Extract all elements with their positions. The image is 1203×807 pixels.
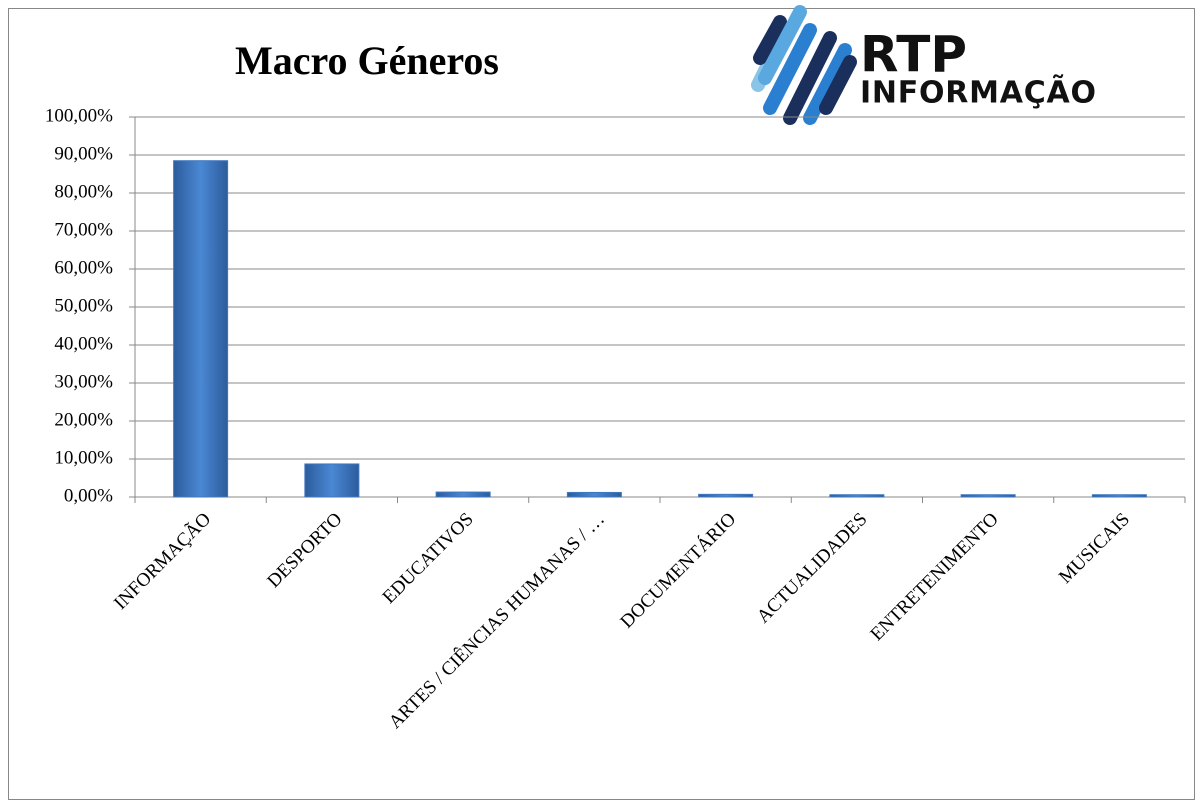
- y-tick-label: 80,00%: [54, 181, 113, 202]
- logo: RTP INFORMAÇÃO: [751, 5, 1096, 125]
- y-tick-label: 50,00%: [54, 295, 113, 316]
- y-tick-label: 10,00%: [54, 447, 113, 468]
- bar: [435, 491, 491, 498]
- chart-title: Macro Géneros: [235, 38, 499, 83]
- bar: [829, 494, 885, 498]
- y-tick-label: 60,00%: [54, 257, 113, 278]
- bar: [1091, 494, 1147, 498]
- y-tick-label: 40,00%: [54, 333, 113, 354]
- y-tick-label: 20,00%: [54, 409, 113, 430]
- logo-text: RTP: [860, 26, 967, 84]
- logo-stripes: [751, 5, 857, 125]
- logo-subtext: INFORMAÇÃO: [860, 74, 1096, 111]
- bar: [566, 491, 622, 498]
- y-tick-label: 90,00%: [54, 143, 113, 164]
- bar: [960, 494, 1016, 498]
- bar: [698, 493, 754, 498]
- bar: [304, 463, 360, 498]
- y-tick-label: 30,00%: [54, 371, 113, 392]
- bar: [173, 160, 229, 498]
- y-tick-label: 70,00%: [54, 219, 113, 240]
- y-tick-label: 0,00%: [64, 485, 113, 506]
- y-tick-label: 100,00%: [45, 105, 113, 126]
